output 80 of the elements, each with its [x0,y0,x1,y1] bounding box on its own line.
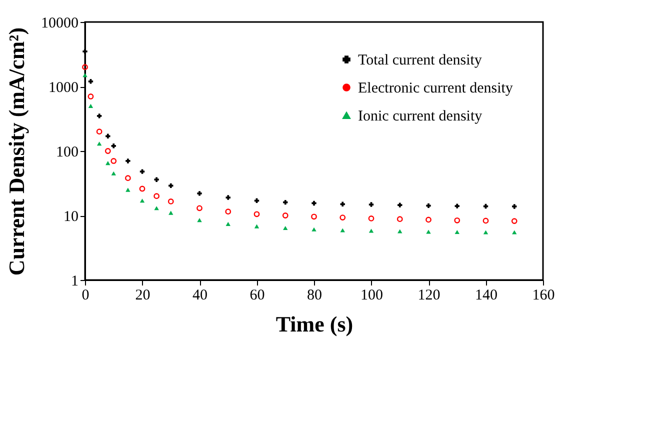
legend-label: Total current density [358,52,482,68]
point [82,49,88,54]
x-tick-label: 60 [250,288,265,304]
point [340,228,345,232]
point [96,142,102,146]
point [396,216,403,222]
point [126,158,130,164]
point [111,144,116,148]
y-axis-title: Current Density (mA/cm²) [4,27,29,276]
point [197,191,202,196]
x-tick-label: 160 [532,288,555,304]
point [110,158,117,164]
point [368,228,374,233]
point [512,230,517,234]
point [312,227,316,232]
point [283,200,288,205]
point [254,198,260,203]
point [88,79,94,84]
point [168,198,174,204]
point [254,224,260,228]
x-axis-title: Time (s) [276,312,354,336]
point [225,208,232,215]
point [283,226,288,230]
point [106,161,110,166]
y-tick-label: 1 [71,274,78,290]
y-tick-label: 10000 [41,16,78,32]
point [168,183,174,188]
point [126,188,130,192]
point [454,204,460,208]
point [96,128,102,135]
point [88,104,94,108]
point [368,216,374,222]
point [111,171,116,176]
point [104,148,111,154]
point [340,214,346,220]
point [312,200,316,206]
point [398,202,402,208]
point [483,230,488,234]
point [96,114,102,118]
point [140,198,145,203]
point [154,193,160,200]
x-tick-label: 120 [418,288,440,304]
point [426,203,431,208]
point [511,218,518,224]
y-tick-label: 10 [64,209,78,225]
point [311,214,317,220]
point [512,204,517,209]
x-tick-label: 80 [307,288,322,304]
point [454,217,460,224]
point [139,186,146,192]
x-tick-label: 100 [360,288,383,304]
y-tick-label: 1000 [48,80,78,96]
point [226,195,230,200]
point [454,230,460,234]
legend-label: Electronic current density [358,80,514,96]
point [106,134,110,138]
point [154,206,159,210]
y-tick-label: 100 [56,144,78,160]
point [426,216,432,223]
point [398,229,402,234]
point [426,230,431,234]
point [82,64,88,70]
point [482,218,489,224]
point [226,222,230,226]
point [196,205,202,212]
point [197,218,202,222]
x-tick-label: 140 [475,288,498,304]
point [154,177,159,182]
point [140,169,145,174]
point [254,211,260,218]
legend-label: Ionic current density [358,108,483,124]
point [168,210,174,215]
x-tick-label: 20 [135,288,150,304]
point [88,94,94,100]
x-tick-label: 40 [192,288,208,304]
x-tick-label: 0 [82,288,90,304]
point [368,202,374,207]
point [340,202,345,206]
point [282,212,288,218]
point [124,175,131,182]
